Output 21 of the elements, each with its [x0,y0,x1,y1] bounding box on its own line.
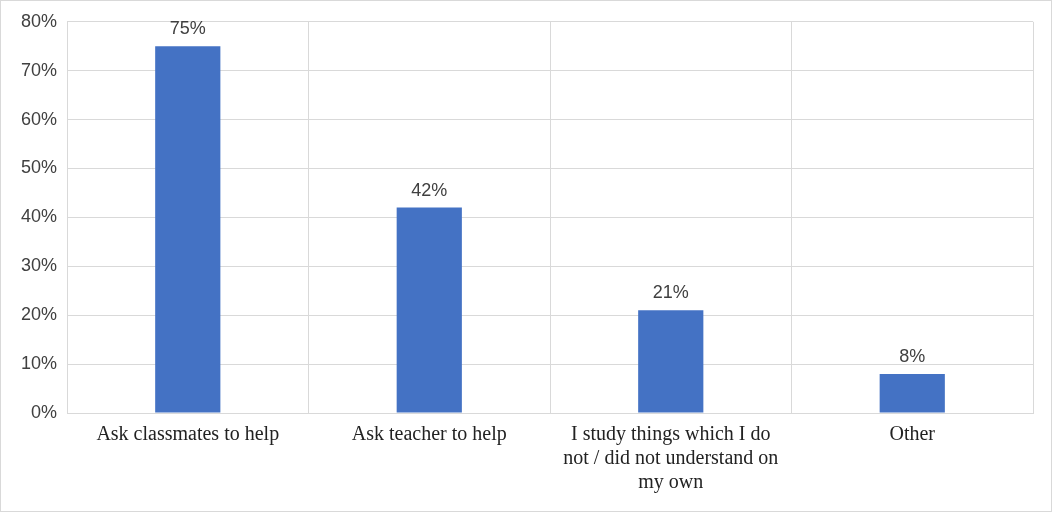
y-tick-label: 20% [21,304,58,325]
x-tick-label: Ask teacher to help [351,422,507,446]
y-tick-label: 30% [21,255,58,276]
y-tick-label: 70% [21,59,58,80]
x-tick-label: I study things which I do not / did not understand on my own [563,422,779,494]
x-tick-label: Other [889,422,936,445]
bar [396,207,462,413]
bar [879,373,945,413]
y-tick-label: 10% [21,353,58,374]
data-label: 75% [169,18,206,39]
bar [638,310,704,413]
y-tick-label: 0% [31,401,58,422]
y-tick-label: 60% [21,108,58,129]
bar [155,46,221,413]
x-tick-label: Ask classmates to help [96,422,280,446]
y-tick-label: 80% [21,10,58,31]
y-tick-label: 50% [21,157,58,178]
data-label: 8% [899,345,926,366]
data-label: 42% [411,179,448,200]
data-label: 21% [652,282,689,303]
y-tick-label: 40% [21,206,58,227]
